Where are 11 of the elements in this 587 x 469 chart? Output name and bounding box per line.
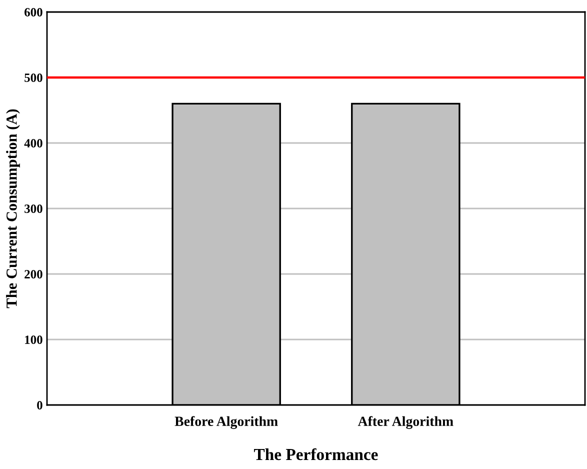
y-tick-label: 600 [24,8,42,16]
y-tick-label: 400 [24,139,42,148]
x-tick-label: Before Algorithm [174,416,278,429]
y-tick-label: 200 [24,270,42,278]
y-tick-label: 300 [24,204,42,213]
y-tick-label: 100 [25,336,42,344]
y-tick-label: 500 [24,74,42,82]
y-axis-title: The Current Consumption (A) [6,109,20,308]
x-axis-title: The Performance [254,448,378,460]
y-tick-label: 0 [37,401,42,410]
x-tick-label: After Algorithm [358,416,454,429]
